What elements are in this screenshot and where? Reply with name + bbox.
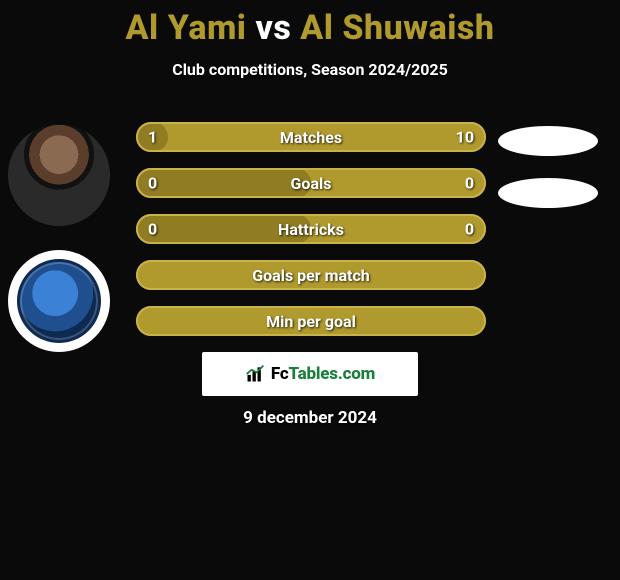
side-ellipses [494, 122, 612, 230]
subtitle: Club competitions, Season 2024/2025 [0, 60, 620, 79]
player-avatar [8, 124, 110, 226]
avatars-column [8, 124, 120, 376]
stat-row-goals-per-match: Goals per match [136, 260, 486, 290]
bar-label: Matches [280, 128, 342, 147]
bar-value-left: 0 [148, 174, 157, 193]
side-ellipse [498, 178, 598, 208]
brand-text: FcTables.com [271, 364, 375, 384]
brand-tables: Tables.com [288, 364, 375, 384]
brand-box[interactable]: FcTables.com [202, 352, 418, 396]
bar-value-left: 0 [148, 220, 157, 239]
bar-value-right: 0 [465, 220, 474, 239]
stat-row-goals: 0 0 Goals [136, 168, 486, 198]
brand-fc: Fc [271, 364, 289, 384]
title-vs: vs [255, 8, 291, 48]
stat-row-min-per-goal: Min per goal [136, 306, 486, 336]
bar-label: Goals per match [252, 266, 370, 285]
brand-chart-icon [245, 364, 265, 384]
comparison-bars: 1 10 Matches 0 0 Goals 0 0 Hattricks Goals per ma… [136, 122, 486, 352]
bar-fill-left [136, 168, 311, 198]
bar-value-left: 1 [148, 128, 157, 147]
bar-label: Min per goal [266, 312, 356, 331]
club-badge [8, 250, 110, 352]
club-badge-inner [17, 259, 101, 343]
title-player1: Al Yami [126, 8, 247, 48]
bar-label: Hattricks [278, 220, 344, 239]
page-title: Al Yami vs Al Shuwaish [0, 0, 620, 48]
side-ellipse [498, 126, 598, 156]
title-player2: Al Shuwaish [300, 8, 494, 48]
date-text: 9 december 2024 [243, 408, 377, 428]
bar-value-right: 0 [465, 174, 474, 193]
bar-label: Goals [291, 174, 332, 193]
bar-value-right: 10 [456, 128, 474, 147]
stat-row-matches: 1 10 Matches [136, 122, 486, 152]
stat-row-hattricks: 0 0 Hattricks [136, 214, 486, 244]
